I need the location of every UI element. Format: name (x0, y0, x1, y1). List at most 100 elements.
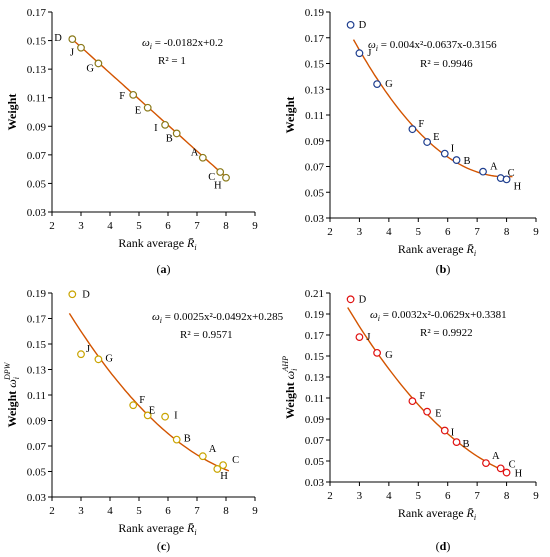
r-squared: R² = 0.9946 (420, 58, 473, 70)
data-point-a (198, 452, 207, 461)
data-point-e (423, 138, 432, 146)
y-tick-label: 0.19 (27, 288, 47, 300)
y-tick-label: 0.11 (305, 110, 324, 122)
point-label-g: G (86, 63, 94, 74)
trend-equation: ωi = 0.0025x²-0.0492x+0.285 (152, 311, 284, 325)
x-axis-subscript: i (194, 528, 196, 537)
y-tick-label: 0.05 (305, 456, 325, 468)
x-tick-label: 3 (78, 505, 84, 517)
point-label-f: F (119, 91, 125, 102)
panel-caption: (d) (436, 539, 451, 553)
data-point-i (161, 120, 170, 129)
data-point-e (143, 411, 152, 420)
point-label-c: C (208, 172, 215, 183)
data-point-c (219, 461, 228, 470)
point-label-a: A (492, 451, 500, 462)
y-tick-label: 0.03 (305, 213, 325, 225)
y-tick-label: 0.13 (27, 365, 47, 377)
point-label-c: C (232, 455, 239, 466)
x-tick-label: 6 (165, 505, 171, 517)
equation-subscript: i (150, 42, 152, 51)
y-axis-title-text: Weight (5, 94, 19, 131)
data-point-a (198, 153, 207, 162)
x-axis-title-text: Rank average (398, 242, 464, 256)
point-label-h: H (220, 471, 228, 482)
data-point-g (94, 59, 103, 68)
chart-panel-2: 0.03 0.05 0.07 0.09 0.11 0.13 0.15 0.17 0.19 2 3 4 5… (283, 7, 539, 276)
r-squared: R² = 0.9922 (420, 327, 473, 339)
chart-panel-1: 0.03 0.05 0.07 0.09 0.11 0.13 0.15 0.17 2 3 4 5 6 7 8 9… (5, 7, 258, 276)
y-tick-label: 0.11 (27, 93, 46, 105)
y-axis-subscript: i (12, 377, 21, 379)
data-point-d (346, 20, 355, 29)
x-axis-title-text: Rank average (398, 506, 464, 520)
y-axis-title: Weight ωiAHP (281, 356, 299, 419)
y-tick-label: 0.13 (305, 372, 325, 384)
data-point-c (216, 168, 225, 176)
data-point-d (346, 295, 355, 304)
point-label-c: C (508, 168, 515, 179)
point-label-g: G (385, 350, 393, 361)
x-tick-label: 8 (223, 505, 229, 517)
y-tick-label: 0.09 (305, 414, 325, 426)
data-point-b (452, 156, 461, 164)
data-point-i (440, 426, 449, 435)
data-point-c (496, 464, 505, 473)
trend-equation: ωi = 0.0032x²-0.0629x+0.3381 (370, 309, 507, 323)
equation-subscript: i (378, 314, 380, 323)
x-axis-title: Rank average R̄i (398, 506, 476, 522)
point-label-b: B (464, 156, 471, 167)
point-label-e: E (435, 409, 441, 420)
data-point-b (452, 438, 461, 447)
x-tick-label: 3 (357, 226, 363, 238)
data-point-a (479, 167, 487, 176)
point-label-a: A (490, 162, 498, 173)
data-point-e (423, 407, 432, 416)
point-label-a: A (191, 148, 199, 159)
y-tick-label: 0.15 (27, 339, 47, 351)
y-axis-superscript: AHP (281, 356, 290, 373)
equation-symbol: ω (370, 309, 378, 321)
x-axis-subscript: i (194, 243, 196, 252)
x-tick-label: 5 (416, 226, 422, 238)
x-tick-label: 8 (504, 226, 510, 238)
data-point-j (355, 49, 364, 58)
data-point-b (172, 129, 181, 138)
y-tick-label: 0.11 (305, 393, 324, 405)
y-axis-title-text: Weight (5, 391, 19, 428)
panel-caption: (b) (436, 262, 451, 276)
x-axis-title-text: Rank average (118, 521, 184, 535)
x-tick-label: 2 (49, 505, 55, 517)
y-tick-label: 0.15 (305, 351, 325, 363)
y-tick-label: 0.09 (27, 416, 47, 428)
y-tick-label: 0.19 (305, 309, 325, 321)
x-tick-label: 8 (223, 220, 229, 232)
y-tick-label: 0.03 (27, 207, 47, 219)
equation-symbol: ω (142, 37, 150, 49)
y-axis-title: Weight (5, 94, 19, 131)
point-label-b: B (463, 439, 470, 450)
x-tick-label: 2 (49, 220, 55, 232)
r-squared: R² = 1 (158, 55, 186, 67)
equation-subscript: i (376, 44, 378, 53)
caption-open: ( (157, 539, 161, 553)
point-label-e: E (135, 106, 141, 117)
point-label-e: E (149, 405, 155, 416)
caption-open: ( (436, 262, 440, 276)
x-tick-label: 7 (194, 220, 200, 232)
point-label-j: J (367, 48, 371, 59)
point-label-j: J (86, 344, 90, 355)
y-tick-label: 0.13 (27, 64, 47, 76)
x-tick-label: 4 (386, 226, 392, 238)
x-tick-label: 5 (416, 490, 422, 502)
data-point-d (68, 290, 77, 299)
x-tick-label: 5 (136, 505, 142, 517)
equation-rhs: = 0.004x²-0.0637x-0.3156 (378, 39, 497, 51)
chart-panel-3: 0.03 0.05 0.07 0.09 0.11 0.13 0.15 0.17 0.19 2 3 4 5… (3, 288, 284, 553)
point-label-g: G (105, 353, 113, 364)
x-axis-symbol: R̄ (186, 236, 195, 250)
caption-open: ( (436, 539, 440, 553)
caption-close: ) (167, 262, 171, 276)
caption-letter: a (161, 262, 167, 276)
x-axis-symbol: R̄ (186, 521, 195, 535)
